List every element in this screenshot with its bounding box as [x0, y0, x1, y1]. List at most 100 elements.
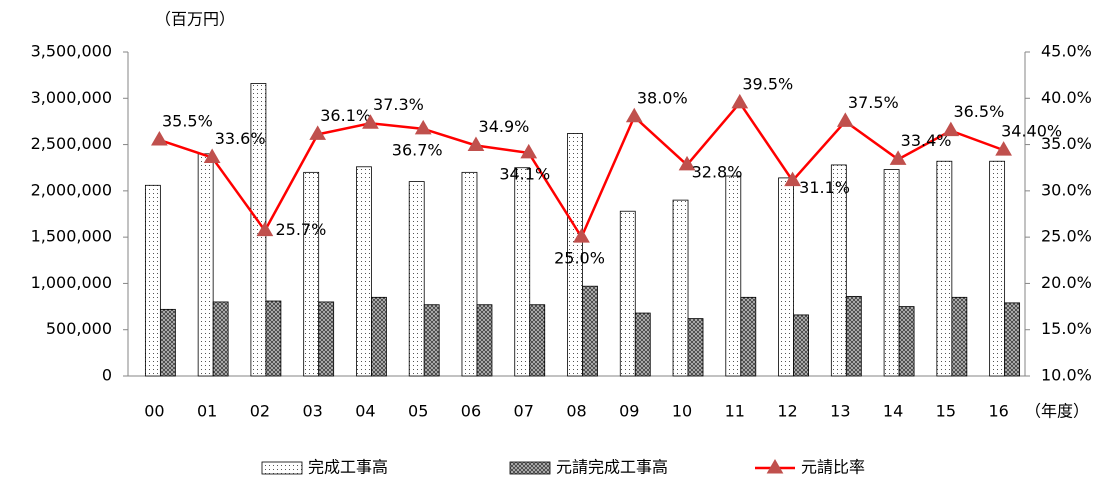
data-label: 39.5% — [742, 74, 793, 93]
x-tick-label: 14 — [883, 402, 903, 421]
y-tick-label: 1,000,000 — [31, 273, 112, 292]
bar — [582, 285, 598, 377]
x-tick-label: 07 — [514, 402, 534, 421]
x-tick-label: 04 — [355, 402, 375, 421]
data-label: 36.5% — [953, 102, 1004, 121]
ratio-marker — [942, 121, 960, 137]
x-tick-label: 11 — [725, 402, 745, 421]
bar — [883, 169, 900, 377]
data-label: 35.5% — [162, 111, 213, 130]
data-label: 38.0% — [637, 88, 688, 107]
ratio-marker — [414, 119, 432, 135]
x-tick-label: 03 — [302, 402, 322, 421]
y2-tick-label: 30.0% — [1041, 180, 1092, 199]
bar — [687, 318, 704, 377]
x-tick-label: 10 — [672, 402, 692, 421]
x-tick-label: 00 — [144, 402, 164, 421]
ratio-marker — [836, 112, 854, 127]
bar — [936, 160, 953, 377]
x-tick-label: 15 — [936, 402, 956, 421]
data-label: 37.5% — [848, 93, 899, 112]
y-tick-label: 3,500,000 — [31, 42, 112, 61]
bar — [514, 167, 531, 377]
ratio-marker — [203, 148, 221, 164]
bar — [461, 171, 478, 377]
data-label: 37.3% — [373, 95, 424, 114]
y2-tick-label: 35.0% — [1041, 134, 1092, 153]
x-tick-label: 05 — [408, 402, 428, 421]
bar — [619, 210, 636, 377]
ratio-marker — [256, 221, 274, 237]
legend-swatch — [509, 461, 551, 475]
x-tick-label: 02 — [250, 402, 270, 421]
y-tick-label: 2,500,000 — [31, 134, 112, 153]
bar — [634, 312, 651, 377]
data-label: 33.4% — [901, 131, 952, 150]
x-tick-label: 13 — [830, 402, 850, 421]
bar — [567, 133, 583, 377]
data-label: 36.1% — [320, 106, 371, 125]
x-tick-label: 01 — [197, 402, 217, 421]
ratio-marker — [678, 155, 696, 171]
bar — [740, 296, 757, 377]
bar — [476, 304, 493, 377]
y2-tick-label: 45.0% — [1041, 42, 1092, 61]
ratio-marker — [731, 93, 749, 109]
data-label: 25.7% — [275, 220, 326, 239]
y-tick-label: 1,500,000 — [31, 227, 112, 246]
legend-label: 元請比率 — [801, 458, 865, 477]
x-tick-label: 08 — [566, 402, 586, 421]
bar — [159, 308, 176, 377]
bar — [793, 314, 809, 377]
legend-label: 元請完成工事高 — [556, 458, 668, 477]
bar — [951, 296, 968, 377]
y-tick-label: 500,000 — [46, 319, 112, 338]
legend-marker — [766, 458, 784, 474]
x-tick-label: 06 — [461, 402, 481, 421]
y2-tick-label: 20.0% — [1041, 273, 1092, 292]
data-label: 31.1% — [799, 178, 850, 197]
ratio-marker — [151, 130, 168, 146]
ratio-marker — [362, 114, 379, 129]
x-tick-label: 09 — [619, 402, 639, 421]
y-tick-label: 2,000,000 — [31, 180, 112, 199]
bar — [778, 177, 794, 377]
bar — [371, 296, 387, 377]
ratio-marker — [573, 228, 590, 243]
data-label: 34.1% — [499, 164, 550, 183]
bar — [318, 301, 335, 377]
legend-label: 完成工事高 — [308, 458, 388, 477]
data-label: 33.6% — [215, 129, 266, 148]
bar — [672, 199, 689, 377]
data-label: 34.9% — [479, 117, 530, 136]
data-label: 36.7% — [392, 140, 443, 159]
ratio-marker — [520, 143, 538, 159]
y-tick-label: 0 — [102, 366, 112, 385]
bar — [303, 171, 320, 377]
bar — [845, 295, 862, 377]
y-axis-title: （百万円） — [155, 10, 235, 29]
x-tick-label: 16 — [988, 402, 1008, 421]
bar — [408, 181, 425, 377]
ratio-marker — [467, 136, 485, 151]
y2-tick-label: 25.0% — [1041, 227, 1092, 246]
bar — [830, 164, 847, 377]
ratio-marker — [889, 150, 907, 165]
y2-tick-label: 40.0% — [1041, 88, 1092, 107]
y2-tick-label: 10.0% — [1041, 366, 1092, 385]
ratio-marker — [784, 171, 801, 187]
data-label: 34.40% — [1001, 122, 1062, 141]
bar — [529, 304, 546, 377]
ratio-marker — [309, 125, 327, 140]
data-label: 32.8% — [692, 162, 743, 181]
bar — [144, 184, 161, 377]
bar — [989, 160, 1006, 377]
bar — [197, 153, 214, 377]
ratio-marker — [625, 107, 643, 123]
bar — [356, 166, 372, 377]
y2-tick-label: 15.0% — [1041, 319, 1092, 338]
bar — [1004, 302, 1021, 377]
bar — [725, 175, 742, 377]
legend-swatch — [261, 461, 303, 475]
